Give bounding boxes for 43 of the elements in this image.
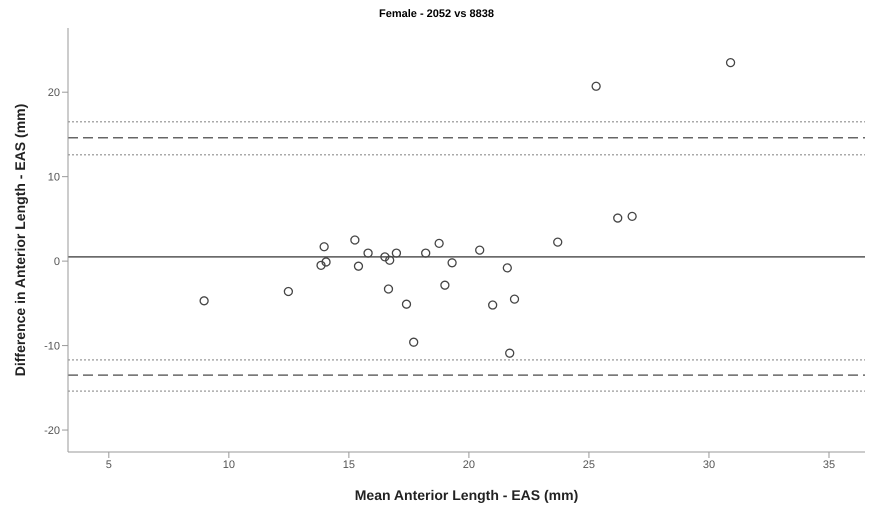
x-tick-label: 15 (342, 458, 355, 471)
x-axis-title: Mean Anterior Length - EAS (mm) (354, 487, 578, 503)
x-tick-label: 30 (702, 458, 716, 471)
y-tick-label: -10 (44, 340, 60, 352)
point (553, 237, 562, 247)
point (421, 248, 430, 258)
point (319, 242, 329, 252)
y-tick-label: 20 (48, 87, 60, 100)
point (440, 280, 450, 290)
y-tick-label: 10 (48, 172, 60, 184)
point (284, 286, 294, 296)
point (613, 213, 622, 223)
point (627, 212, 637, 221)
x-tick-label: 20 (462, 458, 476, 471)
point (488, 300, 498, 310)
y-tick-label: -20 (44, 424, 60, 437)
point (475, 245, 484, 255)
point (434, 238, 444, 248)
point (409, 338, 418, 347)
y-axis-title: Difference in Anterior Length - EAS (mm) (12, 104, 28, 376)
point (591, 82, 601, 91)
point (384, 284, 394, 294)
point (447, 258, 457, 268)
x-tick-label: 25 (582, 458, 596, 471)
point (502, 263, 512, 273)
point (350, 235, 360, 245)
point (354, 262, 364, 271)
point (199, 296, 209, 306)
x-tick-label: 10 (222, 458, 235, 471)
point (363, 248, 373, 258)
point (316, 260, 326, 270)
chart-title: Female - 2052 vs 8838 (378, 8, 495, 22)
point (505, 348, 514, 358)
point (321, 257, 331, 267)
x-tick-label: 35 (822, 458, 836, 471)
point (392, 248, 402, 258)
y-tick-label: 0 (54, 256, 60, 268)
x-tick-label: 5 (106, 458, 112, 471)
point (726, 58, 736, 68)
point (380, 252, 390, 262)
point (385, 256, 394, 265)
point (402, 300, 412, 309)
point (510, 294, 520, 304)
